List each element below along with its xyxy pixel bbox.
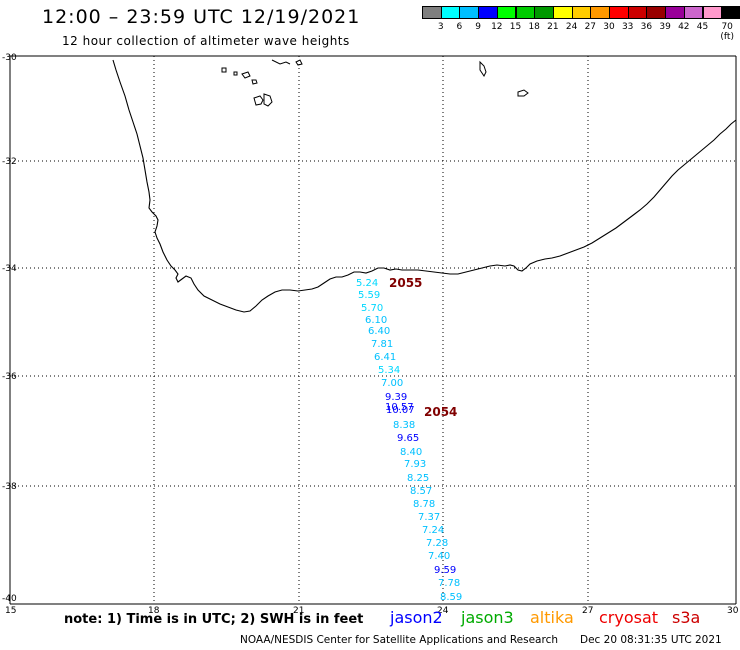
- wave-height-value: 10.57: [385, 402, 414, 413]
- lat-label: -34: [2, 264, 17, 274]
- legend-label: 18: [528, 22, 540, 32]
- legend-label: 45: [696, 22, 709, 32]
- island: [263, 93, 273, 107]
- wave-height-value: 9.39: [385, 392, 407, 403]
- credit-line: NOAA/NESDIS Center for Satellite Applica…: [240, 634, 558, 646]
- wave-height-value: 7.24: [422, 525, 444, 536]
- generation-timestamp: Dec 20 08:31:35 UTC 2021: [580, 634, 722, 646]
- graticule: [10, 56, 736, 604]
- island: [479, 60, 487, 77]
- wave-height-value: 7.40: [428, 551, 450, 562]
- mission-s3a: s3a: [672, 608, 701, 627]
- legend-label: 30: [603, 22, 615, 32]
- mission-cryosat: cryosat: [599, 608, 659, 627]
- wave-height-value: 8.25: [407, 473, 429, 484]
- legend-label: 3: [437, 22, 444, 32]
- latitude-labels: -30 -32 -34 -36 -38 -40: [2, 53, 17, 604]
- islands: [221, 59, 529, 107]
- map-subtitle: 12 hour collection of altimeter wave hei…: [62, 34, 350, 48]
- wave-height-value: 5.34: [378, 365, 400, 376]
- legend-label: 70 (ft): [720, 22, 734, 42]
- wave-height-value: 5.70: [361, 303, 383, 314]
- wave-height-value: 6.40: [368, 326, 390, 337]
- wave-height-value: 6.41: [374, 352, 396, 363]
- coastline: [112, 59, 737, 313]
- wave-height-value: 7.28: [426, 538, 448, 549]
- wave-height-value: 7.00: [381, 378, 403, 389]
- lat-label: -36: [2, 372, 17, 382]
- legend-label: 24: [565, 22, 578, 32]
- lat-label: -38: [2, 482, 17, 492]
- lon-label: 27: [582, 606, 593, 616]
- legend-label: 39: [659, 22, 671, 32]
- wave-height-value: 8.38: [393, 420, 415, 431]
- wave-height-value: 8.57: [410, 486, 432, 497]
- legend-label: 33: [621, 22, 634, 32]
- units-note: note: 1) Time is in UTC; 2) SWH is in fe…: [64, 612, 364, 627]
- legend-label: 15: [509, 22, 522, 32]
- lat-label: -40: [2, 594, 17, 604]
- wave-height-value: 8.59: [440, 592, 462, 603]
- wave-height-value: 8.40: [400, 447, 422, 458]
- legend-label: 42: [678, 22, 690, 32]
- island: [233, 71, 238, 76]
- lon-label: 30: [727, 606, 739, 616]
- legend-label: 12: [491, 22, 503, 32]
- longitude-labels: 15 18 21 24 27 30: [5, 606, 739, 616]
- wave-height-value: 7.78: [438, 578, 460, 589]
- lon-label: 18: [148, 606, 160, 616]
- lat-label: -32: [2, 157, 17, 167]
- legend-label: 6: [456, 22, 463, 32]
- island: [253, 95, 264, 106]
- wave-height-value: 6.10: [365, 315, 387, 326]
- island: [517, 89, 529, 97]
- wave-height-value: 5.59: [358, 290, 380, 301]
- wave-height-value: 10.07: [386, 405, 415, 416]
- legend-label: 21: [547, 22, 559, 32]
- altimeter-track: 5.245.59 5.706.106.40 7.81 6.41 5.34 7.00 9.39…: [356, 278, 462, 603]
- wave-height-value: 9.65: [397, 433, 419, 444]
- island: [221, 67, 227, 73]
- island: [251, 79, 258, 85]
- pass-time-label: 2054: [424, 405, 457, 419]
- island: [241, 71, 251, 79]
- island: [295, 59, 303, 66]
- wave-height-value: 9.59: [434, 565, 456, 576]
- lon-label: 24: [437, 606, 449, 616]
- pass-time-label: 2055: [389, 276, 422, 290]
- wave-height-value: 8.78: [413, 499, 435, 510]
- mission-altika: altika: [530, 608, 574, 627]
- mission-jason2: jason2: [390, 608, 443, 627]
- lat-label: -30: [2, 53, 17, 63]
- lon-label: 15: [5, 606, 16, 616]
- map-title: 12:00 – 23:59 UTC 12/19/2021: [42, 6, 361, 28]
- wave-height-value: 7.93: [404, 459, 426, 470]
- wave-height-value: 7.81: [371, 339, 393, 350]
- legend-label: 36: [640, 22, 653, 32]
- lon-label: 21: [293, 606, 304, 616]
- time-labels: 2055 2054: [389, 276, 457, 419]
- mission-jason3: jason3: [461, 608, 514, 627]
- island: [271, 59, 291, 65]
- legend-label: 27: [584, 22, 597, 32]
- legend-label: 9: [475, 22, 481, 32]
- wave-height-value: 5.24: [356, 278, 378, 289]
- wave-height-value: 7.37: [418, 512, 440, 523]
